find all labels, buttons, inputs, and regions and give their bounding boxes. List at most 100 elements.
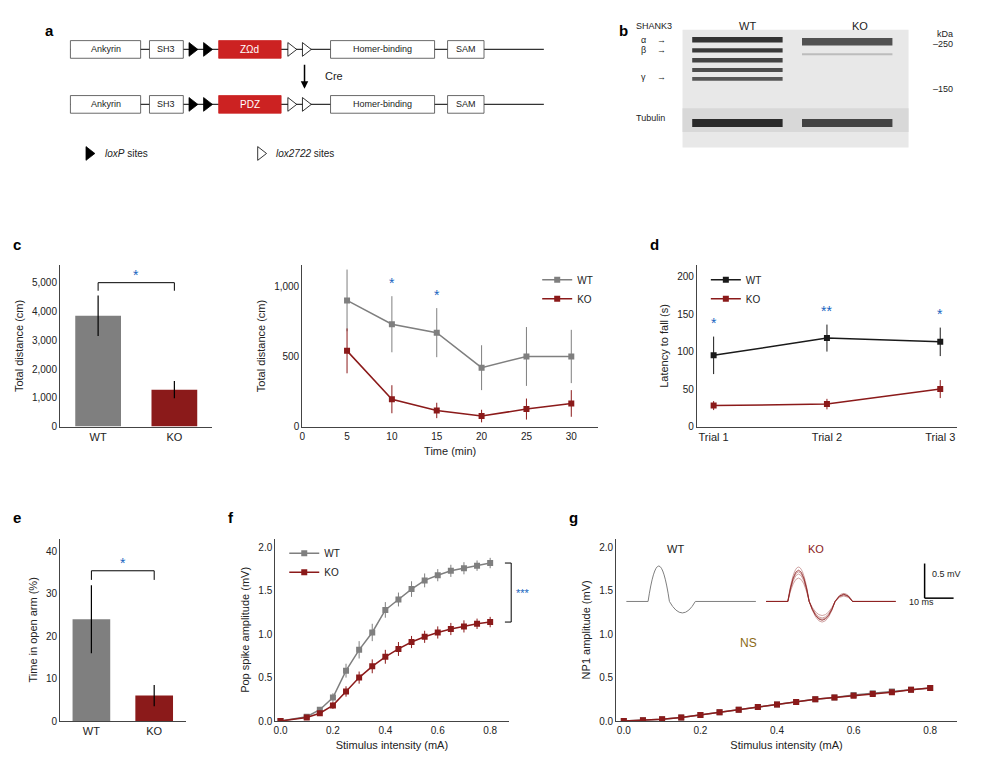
svg-text:WT: WT xyxy=(746,275,762,286)
svg-text:Homer-binding: Homer-binding xyxy=(353,44,412,54)
svg-text:α: α xyxy=(641,35,646,45)
svg-text:Latency to fall (s): Latency to fall (s) xyxy=(658,304,670,388)
svg-text:*: * xyxy=(389,275,395,291)
svg-text:0.2: 0.2 xyxy=(326,725,340,736)
svg-text:KO: KO xyxy=(146,725,162,737)
svg-text:SAM: SAM xyxy=(456,99,476,109)
svg-text:20: 20 xyxy=(46,631,58,642)
svg-text:PDZ: PDZ xyxy=(240,99,260,110)
svg-text:0: 0 xyxy=(51,716,57,727)
svg-text:WT: WT xyxy=(577,275,593,286)
svg-text:10: 10 xyxy=(46,673,58,684)
svg-text:*: * xyxy=(937,306,943,322)
svg-text:0: 0 xyxy=(294,421,300,432)
svg-text:Total distance (cm): Total distance (cm) xyxy=(13,300,25,392)
svg-text:Total distance (cm): Total distance (cm) xyxy=(255,300,267,392)
svg-text:WT: WT xyxy=(90,431,107,443)
svg-text:Stimulus intensity (mA): Stimulus intensity (mA) xyxy=(336,739,448,751)
svg-text:1.5: 1.5 xyxy=(258,585,272,596)
svg-text:SHANK3: SHANK3 xyxy=(636,21,672,31)
svg-text:KO: KO xyxy=(324,567,339,578)
svg-text:KO: KO xyxy=(166,431,182,443)
svg-text:40: 40 xyxy=(46,546,58,557)
svg-text:WT: WT xyxy=(83,725,100,737)
svg-text:*: * xyxy=(711,315,717,331)
svg-text:d: d xyxy=(650,236,659,253)
svg-text:5,000: 5,000 xyxy=(32,277,57,288)
svg-text:2.0: 2.0 xyxy=(599,542,613,553)
svg-text:SAM: SAM xyxy=(456,44,476,54)
svg-text:0.6: 0.6 xyxy=(847,725,861,736)
svg-text:0: 0 xyxy=(299,431,305,442)
svg-text:150: 150 xyxy=(677,309,694,320)
svg-text:SH3: SH3 xyxy=(157,44,175,54)
svg-text:0.8: 0.8 xyxy=(923,725,937,736)
svg-text:2.0: 2.0 xyxy=(258,542,272,553)
svg-text:SH3: SH3 xyxy=(157,99,175,109)
svg-text:0.0: 0.0 xyxy=(258,716,272,727)
svg-text:4,000: 4,000 xyxy=(32,306,57,317)
svg-text:e: e xyxy=(13,509,21,526)
svg-text:5: 5 xyxy=(344,431,350,442)
svg-text:g: g xyxy=(569,509,578,526)
svg-text:NP1 amplitude (mV): NP1 amplitude (mV) xyxy=(580,580,592,679)
svg-text:KO: KO xyxy=(577,294,592,305)
svg-text:10 ms: 10 ms xyxy=(909,597,934,607)
svg-text:*: * xyxy=(120,555,126,571)
svg-text:Trial 2: Trial 2 xyxy=(812,431,842,443)
svg-text:0: 0 xyxy=(51,421,57,432)
svg-text:β: β xyxy=(641,45,646,55)
svg-text:100: 100 xyxy=(677,346,694,357)
svg-text:lox2722 sites: lox2722 sites xyxy=(276,148,334,159)
svg-text:0.4: 0.4 xyxy=(770,725,784,736)
svg-text:Stimulus intensity (mA): Stimulus intensity (mA) xyxy=(730,739,842,751)
svg-text:Ankyrin: Ankyrin xyxy=(91,99,121,109)
svg-text:**: ** xyxy=(821,303,832,319)
svg-text:30: 30 xyxy=(46,588,58,599)
svg-text:b: b xyxy=(619,22,628,39)
svg-text:Time in open arm (%): Time in open arm (%) xyxy=(27,577,39,682)
svg-text:0.5: 0.5 xyxy=(599,672,613,683)
svg-text:KO: KO xyxy=(808,543,824,555)
svg-text:Ankyrin: Ankyrin xyxy=(91,44,121,54)
svg-text:*: * xyxy=(133,267,139,283)
svg-text:0.0: 0.0 xyxy=(274,725,288,736)
svg-text:–150: –150 xyxy=(933,84,953,94)
svg-text:NS: NS xyxy=(740,636,757,650)
svg-text:2,000: 2,000 xyxy=(32,364,57,375)
svg-text:1,000: 1,000 xyxy=(274,281,299,292)
svg-text:20: 20 xyxy=(476,431,488,442)
svg-text:Tubulin: Tubulin xyxy=(636,113,665,123)
svg-text:500: 500 xyxy=(283,351,300,362)
svg-text:→: → xyxy=(657,35,666,45)
svg-text:KO: KO xyxy=(852,20,868,32)
svg-text:0.5: 0.5 xyxy=(258,672,272,683)
svg-text:WT: WT xyxy=(667,543,684,555)
svg-text:0.8: 0.8 xyxy=(483,725,497,736)
svg-text:c: c xyxy=(13,236,21,253)
svg-text:***: *** xyxy=(516,587,530,599)
svg-text:25: 25 xyxy=(521,431,533,442)
svg-text:Cre: Cre xyxy=(325,70,343,82)
svg-text:0.6: 0.6 xyxy=(431,725,445,736)
svg-text:3,000: 3,000 xyxy=(32,335,57,346)
svg-text:→: → xyxy=(657,72,666,82)
svg-text:Time (min): Time (min) xyxy=(424,445,476,457)
svg-text:→: → xyxy=(657,45,666,55)
svg-text:Homer-binding: Homer-binding xyxy=(353,99,412,109)
svg-text:1.5: 1.5 xyxy=(599,585,613,596)
svg-text:15: 15 xyxy=(431,431,443,442)
svg-text:10: 10 xyxy=(386,431,398,442)
svg-text:Pop spike amplitude (mV): Pop spike amplitude (mV) xyxy=(239,567,251,693)
svg-text:0.0: 0.0 xyxy=(599,716,613,727)
svg-text:ZΩd: ZΩd xyxy=(240,44,259,55)
svg-text:1.0: 1.0 xyxy=(599,629,613,640)
svg-text:*: * xyxy=(434,287,440,303)
svg-text:WT: WT xyxy=(324,548,340,559)
svg-text:γ: γ xyxy=(641,72,646,82)
svg-text:1.0: 1.0 xyxy=(258,629,272,640)
svg-text:loxP sites: loxP sites xyxy=(105,148,148,159)
svg-text:Trial 1: Trial 1 xyxy=(699,431,729,443)
svg-text:–250: –250 xyxy=(933,39,953,49)
svg-text:Trial 3: Trial 3 xyxy=(925,431,955,443)
